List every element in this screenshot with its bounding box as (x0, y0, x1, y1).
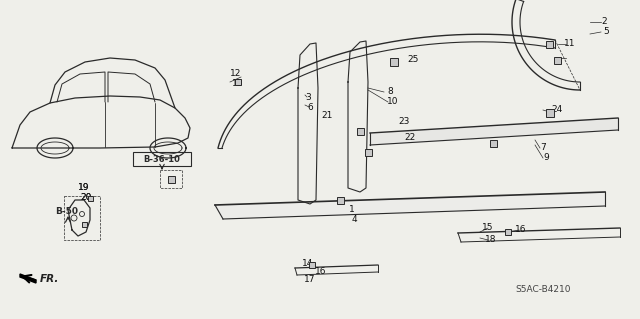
Bar (309, 262, 315, 268)
Text: S5AC-B4210: S5AC-B4210 (515, 286, 570, 294)
Bar (81, 221, 86, 226)
Text: 14: 14 (302, 259, 314, 269)
Text: 19: 19 (78, 183, 90, 192)
Bar (64, 196, 100, 240)
Text: 2: 2 (601, 18, 607, 26)
Bar (490, 139, 497, 146)
Bar (88, 196, 93, 201)
Text: 24: 24 (552, 106, 563, 115)
Bar (545, 41, 552, 48)
Bar (160, 170, 182, 188)
Text: 21: 21 (321, 110, 333, 120)
Bar (168, 175, 175, 182)
Text: 10: 10 (387, 98, 399, 107)
Text: 3: 3 (305, 93, 311, 101)
Text: 8: 8 (387, 87, 393, 97)
Text: 7: 7 (540, 144, 546, 152)
Polygon shape (370, 118, 618, 145)
Text: 17: 17 (304, 276, 316, 285)
Text: 1: 1 (349, 205, 355, 214)
Text: 11: 11 (564, 40, 576, 48)
Text: 16: 16 (515, 226, 527, 234)
Text: 23: 23 (398, 117, 410, 127)
Text: 5: 5 (603, 27, 609, 36)
Polygon shape (215, 192, 605, 219)
Text: 16: 16 (316, 268, 327, 277)
Bar (505, 229, 511, 235)
Bar (337, 197, 344, 204)
Text: FR.: FR. (40, 274, 60, 284)
Bar (554, 56, 561, 63)
Text: 9: 9 (543, 153, 549, 162)
Bar (133, 152, 191, 166)
Bar (390, 58, 398, 66)
Text: 18: 18 (485, 235, 497, 244)
Polygon shape (20, 274, 36, 283)
Text: 6: 6 (307, 102, 313, 112)
Bar (235, 79, 241, 85)
Bar (546, 109, 554, 117)
Text: 25: 25 (407, 56, 419, 64)
Text: 19: 19 (78, 183, 90, 192)
Text: B-36-10: B-36-10 (143, 154, 180, 164)
Text: 12: 12 (230, 70, 242, 78)
Text: B-50: B-50 (55, 207, 78, 217)
Text: 22: 22 (404, 133, 415, 143)
Text: 20: 20 (80, 194, 92, 203)
Text: 20: 20 (80, 194, 92, 203)
Bar (356, 128, 364, 135)
Text: 4: 4 (351, 216, 357, 225)
Text: 15: 15 (483, 224, 493, 233)
Bar (365, 149, 371, 155)
Text: 13: 13 (232, 78, 244, 87)
